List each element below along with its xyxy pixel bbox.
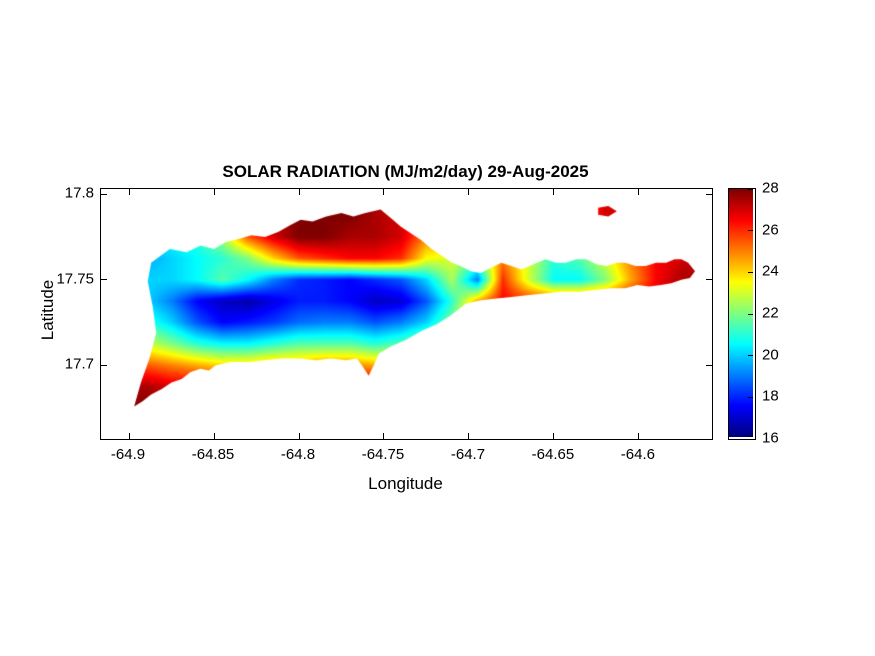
chart-title: SOLAR RADIATION (MJ/m2/day) 29-Aug-2025 [222,162,589,181]
colorbar-tick-mark [748,313,753,315]
x-axis-tick-mark [468,433,470,439]
y-axis-tick-mark [101,193,107,195]
x-axis-tick-mark [213,189,215,195]
colorbar-tick-label: 18 [762,387,779,405]
x-axis-tick-mark [468,189,470,195]
y-axis-tick-mark [706,279,712,281]
colorbar-tick-label: 24 [762,262,779,280]
colorbar-tick-mark [748,271,753,273]
plot-area [100,188,713,440]
x-axis-tick-mark [383,189,385,195]
x-tick-label: -64.85 [191,446,235,463]
x-axis-tick-mark [638,433,640,439]
y-tick-label: 17.8 [64,184,94,202]
x-axis-tick-mark [298,189,300,195]
y-tick-label: 17.75 [56,270,94,288]
y-axis-tick-mark [101,364,107,366]
colorbar-tick-mark [748,355,753,357]
y-axis-tick-mark [706,364,712,366]
y-tick-label: 17.7 [64,355,94,373]
y-axis-tick-mark [706,193,712,195]
x-axis-tick-mark [213,433,215,439]
x-axis-tick-mark [383,433,385,439]
colorbar-tick-label: 28 [762,179,779,197]
x-axis-tick-mark [553,433,555,439]
colorbar-tick-mark [748,189,753,190]
colorbar-tick-label: 26 [762,221,779,239]
colorbar-tick-mark [748,396,753,398]
x-axis-label: Longitude [368,474,443,493]
x-tick-label: -64.8 [280,446,316,463]
x-axis-tick-mark [128,189,130,195]
colorbar [728,188,756,440]
x-tick-label: -64.75 [361,446,405,463]
island-heatmap-canvas [101,189,712,439]
x-axis-tick-mark [553,189,555,195]
x-axis-tick-mark [298,433,300,439]
x-tick-label: -64.6 [620,446,656,463]
y-axis-tick-mark [101,279,107,281]
x-axis-tick-mark [638,189,640,195]
x-tick-label: -64.65 [531,446,575,463]
colorbar-tick-label: 16 [762,429,779,447]
x-tick-label: -64.9 [110,446,146,463]
colorbar-tick-mark [748,230,753,232]
colorbar-tick-mark [748,436,753,437]
x-axis-tick-mark [128,433,130,439]
x-tick-label: -64.7 [450,446,486,463]
colorbar-tick-label: 22 [762,304,779,322]
colorbar-tick-label: 20 [762,346,779,364]
